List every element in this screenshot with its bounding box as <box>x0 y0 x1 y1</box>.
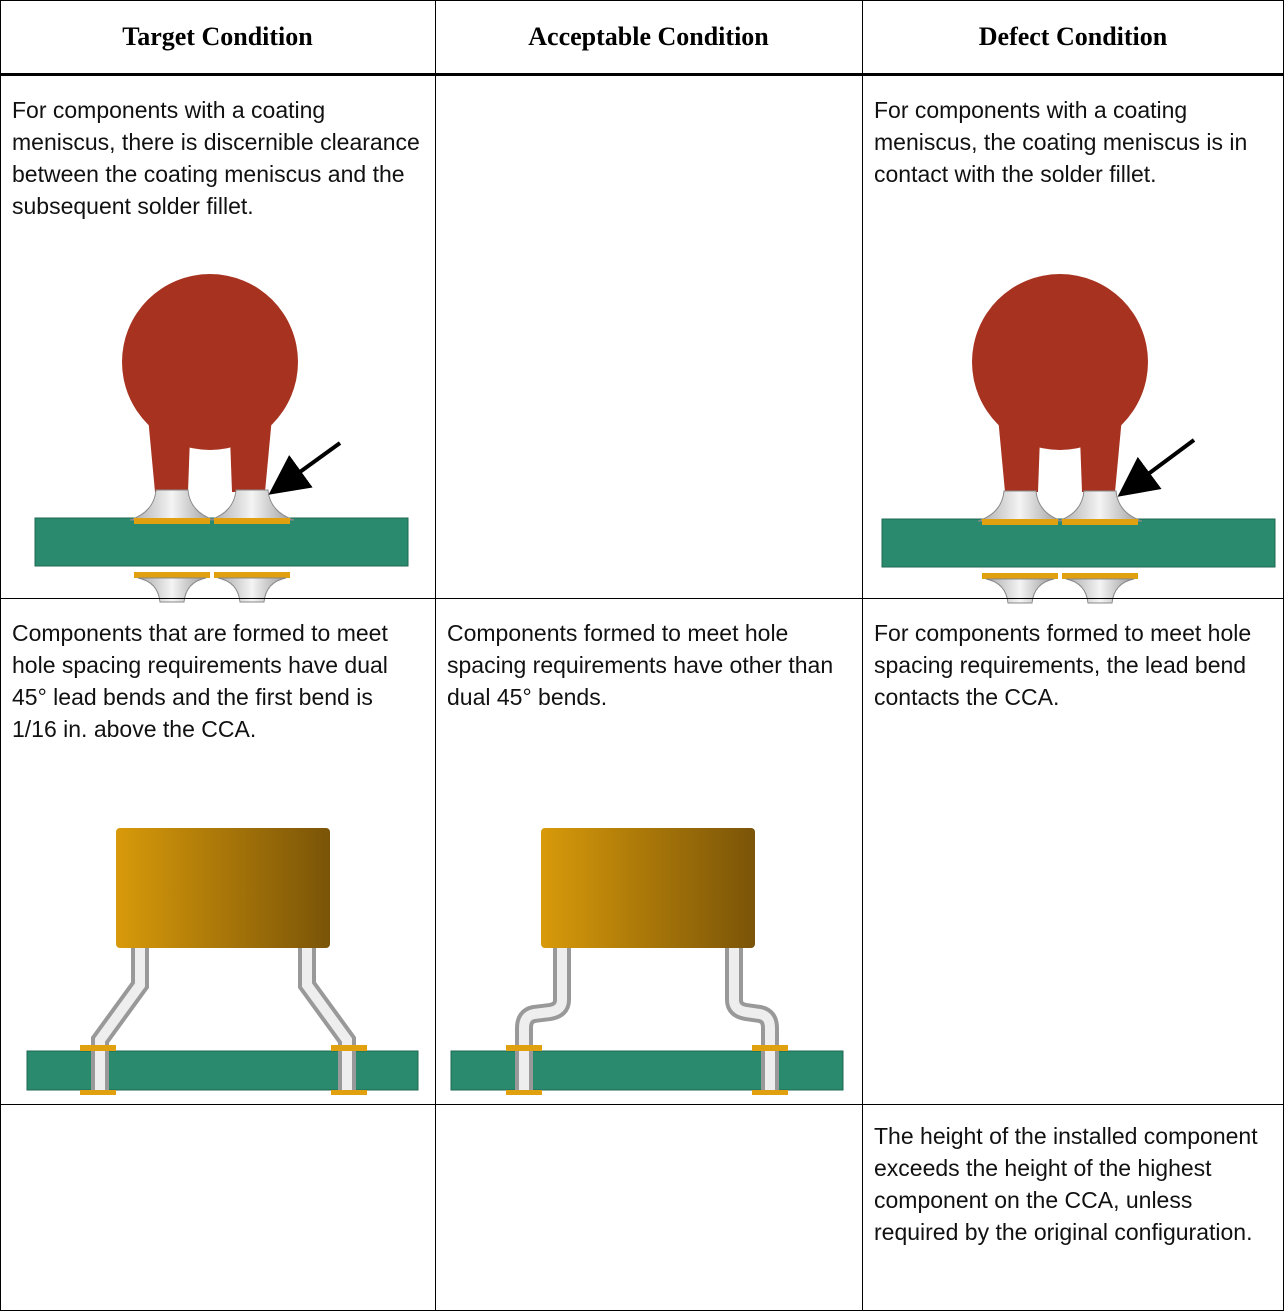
header-rule <box>0 73 1284 76</box>
cell-text: For components formed to meet hole spaci… <box>874 620 1252 710</box>
cell-text: The height of the installed component ex… <box>874 1123 1258 1245</box>
cell-text: For components with a coating meniscus, … <box>874 97 1248 187</box>
cell-text: Components that are formed to meet hole … <box>12 620 388 742</box>
cell-text: Components formed to meet hole spacing r… <box>447 620 834 710</box>
column-header: Acceptable Condition <box>528 22 769 51</box>
column-header: Defect Condition <box>978 22 1168 51</box>
cell-text: For components with a coating meniscus, … <box>12 97 420 219</box>
column-header: Target Condition <box>122 22 313 51</box>
